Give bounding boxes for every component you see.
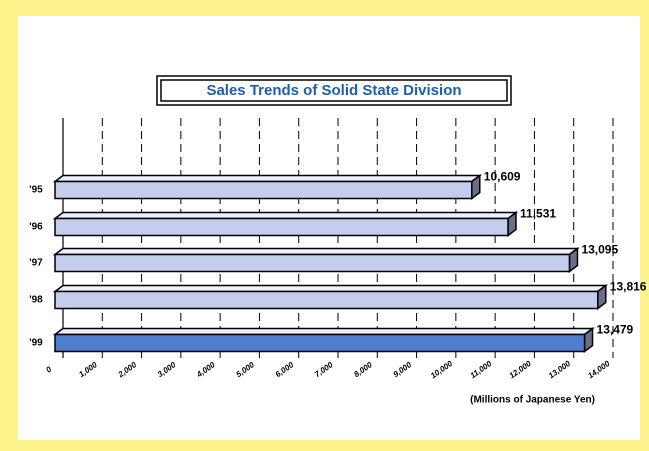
bar-top [52, 211, 519, 220]
grid [62, 118, 614, 358]
bar [54, 253, 571, 273]
bar [54, 290, 599, 310]
title-box-inner [160, 79, 508, 102]
bar-top [52, 327, 595, 336]
y-tick-label: '98 [29, 295, 43, 306]
y-tick-label: '96 [29, 222, 43, 233]
title-box [156, 75, 512, 106]
bar-top [52, 247, 580, 256]
data-label: 11,531 [520, 207, 556, 221]
y-tick-label: '99 [29, 338, 43, 349]
x-axis-label: (Millions of Japanese Yen) [470, 395, 595, 406]
bar-top [52, 174, 483, 183]
bars [52, 174, 609, 353]
bar [54, 217, 509, 237]
chart-title: Sales Trends of Solid State Division [206, 82, 461, 99]
bar [54, 180, 473, 200]
bar [54, 333, 586, 353]
y-tick-label: '97 [29, 258, 43, 269]
bar-top [52, 284, 609, 293]
y-tick-label: '95 [29, 185, 43, 196]
data-label: 13,095 [581, 243, 618, 257]
data-label: 13,479 [597, 323, 634, 337]
x-tick-label: 0 [44, 364, 53, 374]
data-label: 10,609 [484, 170, 521, 184]
data-label: 13,816 [610, 280, 647, 294]
